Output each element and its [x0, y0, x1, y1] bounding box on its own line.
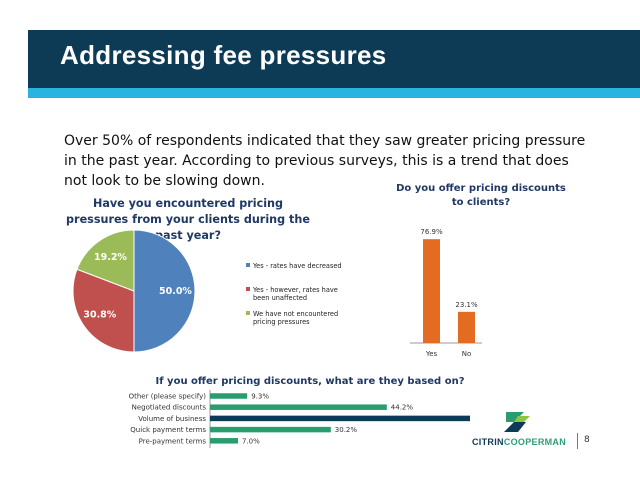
logo-mark-icon	[504, 412, 530, 432]
column-value-label: 76.9%	[420, 228, 443, 236]
legend-swatch	[246, 311, 250, 315]
legend-swatch	[246, 287, 250, 291]
column-bar	[423, 239, 440, 343]
hbar-value-label: 9.3%	[251, 393, 269, 401]
page-number: 8	[584, 435, 590, 445]
logo-text-part2: COOPERMAN	[503, 437, 567, 447]
hbar-bar	[210, 426, 331, 433]
logo-text: CITRINCOOPERMAN	[472, 437, 566, 447]
logo-text-part1: CITRIN	[472, 437, 504, 447]
legend-label: Yes - however, rates have been unaffected	[252, 286, 338, 302]
hbar-category-label: Volume of business	[138, 415, 206, 423]
hbar-value-label: 44.2%	[391, 404, 414, 412]
hbar-bar	[210, 415, 470, 422]
logo	[474, 410, 584, 455]
logo-divider	[577, 433, 578, 449]
hbar-category-label: Other (please specify)	[129, 393, 207, 401]
title-bar	[28, 30, 640, 88]
hbar-bar	[210, 438, 238, 444]
intro-text: Over 50% of respondents indicated that t…	[64, 133, 586, 189]
pie-slice	[76, 229, 135, 292]
column-category-label: Yes	[425, 350, 438, 358]
hbar-category-label: Negotiated discounts	[132, 404, 207, 412]
column-category-label: No	[462, 350, 472, 358]
pie-slice-label: 30.8%	[83, 310, 116, 321]
pie-slice-label: 19.2%	[94, 252, 127, 263]
hbar-category-label: Quick payment terms	[130, 426, 206, 434]
pie-chart-title: Have you encountered pricing pressures f…	[66, 197, 310, 242]
hbar-bar	[210, 404, 387, 410]
hbar-bar	[210, 393, 248, 399]
hbar-category-label: Pre-payment terms	[139, 437, 207, 445]
legend-label: We have not encountered pricing pressures	[253, 310, 338, 326]
hbar-chart-title: If you offer pricing discounts, what are…	[155, 376, 465, 387]
column-chart: 76.9% Yes 23.1% No	[410, 228, 482, 358]
pie-slice	[133, 229, 196, 353]
pie-slice-label: 50.0%	[159, 286, 192, 297]
legend-swatch	[246, 263, 250, 267]
slide-title: Addressing fee pressures	[60, 40, 387, 70]
hbar-value-label: 30.2%	[335, 426, 358, 434]
legend-label: Yes - rates have decreased	[252, 262, 342, 270]
column-value-label: 23.1%	[455, 301, 478, 309]
title-bar-accent	[28, 88, 640, 98]
column-bar	[458, 311, 475, 343]
pie-slice	[72, 268, 135, 353]
pie-chart: 50.0% 30.8% 19.2% Yes - rates have decrease…	[72, 229, 342, 353]
column-chart-title: Do you offer pricing discounts to client…	[396, 183, 566, 208]
hbar-chart: Other (please specify) 9.3% Negotiated dis…	[129, 390, 470, 448]
hbar-value-label: 7.0%	[242, 437, 260, 445]
